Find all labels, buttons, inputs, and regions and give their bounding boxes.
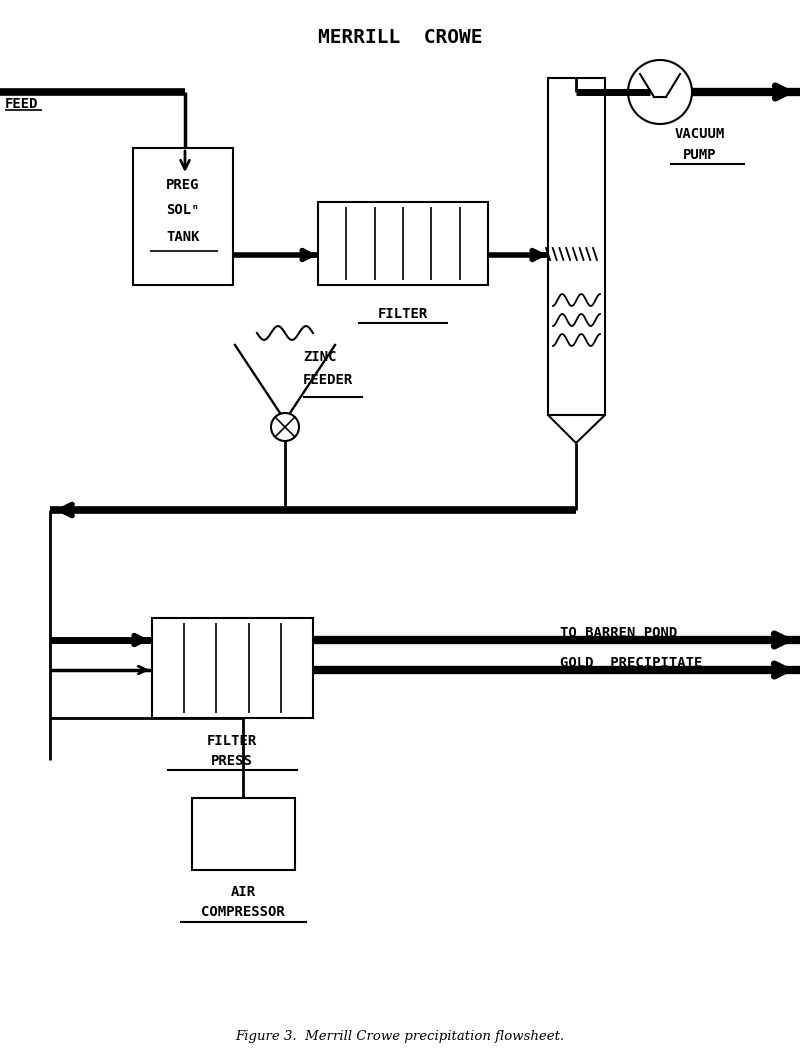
Text: SOLⁿ: SOLⁿ	[166, 203, 200, 217]
Bar	[318, 202, 488, 285]
Text: FEED: FEED	[5, 97, 38, 111]
Text: FEEDER: FEEDER	[303, 373, 354, 387]
Text: PRESS: PRESS	[211, 754, 253, 768]
Text: COMPRESSOR: COMPRESSOR	[201, 905, 285, 919]
Text: TANK: TANK	[166, 230, 200, 243]
Text: Figure 3.  Merrill Crowe precipitation flowsheet.: Figure 3. Merrill Crowe precipitation fl…	[235, 1030, 565, 1043]
Text: AIR: AIR	[230, 885, 255, 899]
Text: VACUUM: VACUUM	[675, 126, 725, 141]
Text: FILTER: FILTER	[378, 307, 428, 321]
Text: ZINC: ZINC	[303, 350, 337, 364]
Bar	[548, 78, 605, 415]
Text: FILTER: FILTER	[207, 734, 257, 748]
Text: PUMP: PUMP	[683, 148, 717, 162]
Bar	[192, 798, 295, 870]
Text: GOLD  PRECIPITATE: GOLD PRECIPITATE	[560, 656, 702, 670]
Bar	[133, 148, 233, 285]
Text: MERRILL  CROWE: MERRILL CROWE	[318, 28, 482, 47]
Text: TO BARREN POND: TO BARREN POND	[560, 626, 678, 640]
Bar	[152, 618, 313, 718]
Text: PREG: PREG	[166, 178, 200, 192]
